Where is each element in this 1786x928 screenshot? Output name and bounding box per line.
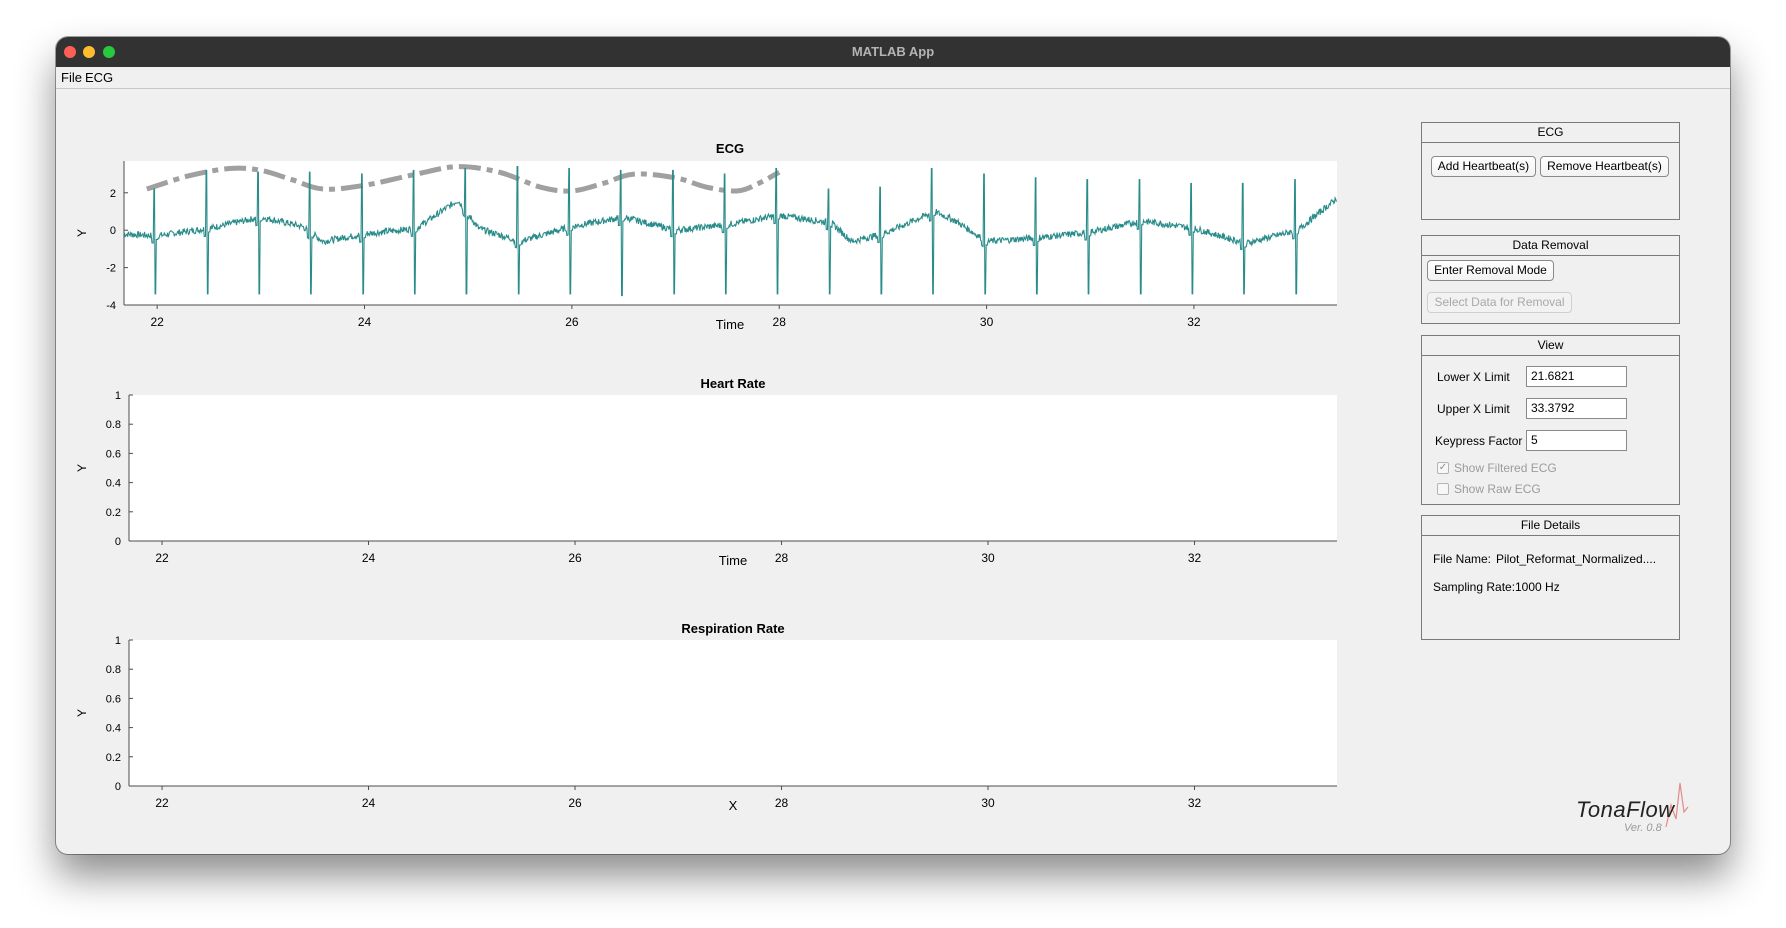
- ecg-x-tick-label: 22: [150, 315, 164, 329]
- lower-x-limit-label: Lower X Limit: [1437, 370, 1510, 384]
- lower-x-limit-field[interactable]: 21.6821: [1526, 366, 1627, 387]
- plot-area: ECG Time Y 22 24 26 28 30 32 2 0 -2 -4 Heart Rate…: [56, 88, 1356, 854]
- respiration-y-tick-label: 1: [115, 635, 121, 647]
- plots-canvas: ECG Time Y 22 24 26 28 30 32 2 0 -2 -4 Heart Rate…: [75, 141, 1337, 813]
- respiration-x-label: X: [729, 798, 738, 813]
- add-heartbeat-button[interactable]: Add Heartbeat(s): [1431, 156, 1536, 177]
- logo-name: TonaFlow: [1576, 797, 1675, 822]
- close-window-button[interactable]: [64, 46, 76, 58]
- show-filtered-ecg-checkbox[interactable]: ✓: [1437, 462, 1449, 474]
- ecg-x-tick-label: 24: [358, 315, 372, 329]
- ecg-overlay-layer: [146, 164, 781, 194]
- heart-rate-x-tick-label: 26: [568, 551, 582, 565]
- data-removal-panel-title: Data Removal: [1422, 236, 1679, 256]
- heart-rate-x-label: Time: [719, 553, 747, 568]
- heart-rate-y-tick-label: 0.4: [106, 478, 121, 490]
- view-panel-title: View: [1422, 336, 1679, 356]
- title-bar: MATLAB App: [56, 37, 1730, 68]
- ecg-y-tick-label: 0: [110, 225, 116, 237]
- select-data-for-removal-button[interactable]: Select Data for Removal: [1427, 292, 1572, 313]
- keypress-factor-field[interactable]: 5: [1526, 430, 1627, 451]
- heart-rate-x-tick-label: 24: [362, 551, 376, 565]
- file-details-panel-title: File Details: [1422, 516, 1679, 536]
- respiration-x-tick-label: 30: [981, 796, 995, 810]
- show-raw-ecg-checkbox[interactable]: [1437, 483, 1449, 495]
- heart-rate-x-tick-label: 32: [1188, 551, 1202, 565]
- window-title: MATLAB App: [851, 44, 935, 59]
- ecg-trace-line: [123, 166, 1337, 297]
- respiration-plot[interactable]: Respiration Rate X Y 22 24 26 28 30 32 1 0.8 0.6…: [75, 621, 1337, 813]
- enter-removal-mode-button[interactable]: Enter Removal Mode: [1427, 260, 1554, 281]
- respiration-y-tick-label: 0.4: [106, 723, 121, 735]
- tonaflow-logo: TonaFlow Ver. 0.8: [1576, 757, 1706, 837]
- heart-rate-x-tick-label: 30: [981, 551, 995, 565]
- heart-rate-y-tick-label: 0.2: [106, 507, 121, 519]
- upper-x-limit-label: Upper X Limit: [1437, 402, 1510, 416]
- ecg-overlay-curve: [146, 164, 781, 194]
- ecg-panel: ECG Add Heartbeat(s) Remove Heartbeat(s): [1421, 122, 1680, 220]
- respiration-ticks: 22 24 26 28 30 32 1 0.8 0.6 0.4 0.2 0: [106, 635, 1202, 810]
- respiration-axes-background[interactable]: [129, 640, 1337, 786]
- ecg-y-tick-label: 2: [110, 188, 116, 200]
- heart-rate-y-tick-label: 0: [115, 536, 121, 548]
- menu-ecg[interactable]: ECG: [85, 70, 114, 85]
- ecg-trace-layer: [123, 166, 1337, 297]
- respiration-y-tick-label: 0.2: [106, 752, 121, 764]
- keypress-factor-label: Keypress Factor: [1435, 434, 1523, 448]
- sampling-rate-label: Sampling Rate:: [1433, 580, 1516, 594]
- respiration-x-tick-label: 22: [155, 796, 169, 810]
- heart-rate-y-tick-label: 0.8: [106, 419, 121, 431]
- minimize-window-button[interactable]: [83, 46, 95, 58]
- menu-file[interactable]: File: [61, 70, 82, 85]
- respiration-x-tick-label: 28: [775, 796, 789, 810]
- respiration-x-tick-label: 32: [1188, 796, 1202, 810]
- sampling-rate-value: 1000 Hz: [1515, 580, 1560, 594]
- respiration-x-tick-label: 24: [362, 796, 376, 810]
- ecg-plot[interactable]: ECG Time Y 22 24 26 28 30 32 2 0 -2 -4: [75, 141, 1337, 332]
- remove-heartbeat-button[interactable]: Remove Heartbeat(s): [1540, 156, 1669, 177]
- file-name-label: File Name:: [1433, 552, 1492, 566]
- heart-rate-y-tick-label: 0.6: [106, 448, 121, 460]
- respiration-y-tick-label: 0.6: [106, 693, 121, 705]
- file-name-value: Pilot_Reformat_Normalized....: [1496, 552, 1657, 566]
- heart-rate-x-tick-label: 22: [155, 551, 169, 565]
- app-window: MATLAB App File ECG ECG Time Y 22 24 26 28 3…: [56, 37, 1730, 854]
- ecg-x-tick-label: 26: [565, 315, 579, 329]
- respiration-y-label: Y: [75, 709, 89, 717]
- ecg-x-tick-label: 28: [773, 315, 787, 329]
- maximize-window-button[interactable]: [103, 46, 115, 58]
- ecg-x-tick-label: 32: [1187, 315, 1201, 329]
- ecg-x-label: Time: [716, 317, 744, 332]
- heart-rate-x-tick-label: 28: [775, 551, 789, 565]
- upper-x-limit-field[interactable]: 33.3792: [1526, 398, 1627, 419]
- heart-rate-y-tick-label: 1: [115, 390, 121, 402]
- ecg-axes-background[interactable]: [124, 161, 1337, 305]
- view-panel: View Lower X Limit 21.6821 Upper X Limit…: [1421, 335, 1680, 505]
- logo-pulse-icon: [1665, 782, 1689, 828]
- show-raw-ecg-label: Show Raw ECG: [1454, 482, 1541, 496]
- data-removal-panel: Data Removal Enter Removal Mode Select D…: [1421, 235, 1680, 324]
- heart-rate-axes-background[interactable]: [129, 395, 1337, 541]
- ecg-plot-title: ECG: [716, 141, 744, 156]
- ecg-panel-title: ECG: [1422, 123, 1679, 143]
- ecg-x-tick-label: 30: [980, 315, 994, 329]
- heart-rate-ticks: 22 24 26 28 30 32 1 0.8 0.6 0.4 0.2 0: [106, 390, 1202, 565]
- show-filtered-ecg-label: Show Filtered ECG: [1454, 461, 1557, 475]
- file-details-panel: File Details File Name: Pilot_Reformat_N…: [1421, 515, 1680, 640]
- respiration-y-tick-label: 0.8: [106, 664, 121, 676]
- ecg-y-tick-label: -2: [106, 263, 116, 275]
- heart-rate-plot-title: Heart Rate: [700, 376, 765, 391]
- heart-rate-y-label: Y: [75, 464, 89, 472]
- ecg-ticks: 22 24 26 28 30 32 2 0 -2 -4: [106, 188, 1201, 329]
- respiration-x-tick-label: 26: [568, 796, 582, 810]
- respiration-y-tick-label: 0: [115, 781, 121, 793]
- logo-version: Ver. 0.8: [1624, 822, 1662, 834]
- ecg-y-label: Y: [75, 229, 89, 237]
- respiration-plot-title: Respiration Rate: [681, 621, 784, 636]
- menu-bar: File ECG: [56, 67, 1730, 89]
- ecg-y-tick-label: -4: [106, 300, 116, 312]
- heart-rate-plot[interactable]: Heart Rate Time Y 22 24 26 28 30 32 1 0.8 0.6 0.4…: [75, 376, 1337, 568]
